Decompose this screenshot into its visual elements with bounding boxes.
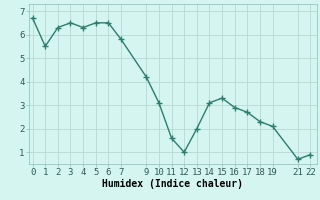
X-axis label: Humidex (Indice chaleur): Humidex (Indice chaleur) (102, 179, 243, 189)
